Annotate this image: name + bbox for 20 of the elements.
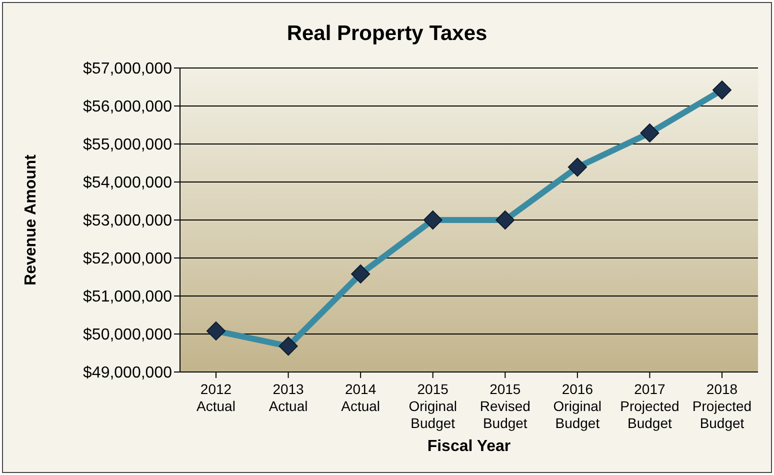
y-axis-title: Revenue Amount — [22, 154, 40, 286]
y-tick-label: $49,000,000 — [83, 364, 172, 382]
x-tick-label: 2017 Projected Budget — [620, 381, 680, 431]
chart-title: Real Property Taxes — [286, 22, 488, 46]
x-axis-title: Fiscal Year — [427, 438, 511, 455]
x-tick-label: 2015 Revised Budget — [480, 381, 530, 431]
x-tick-label: 2013 Actual — [268, 381, 308, 414]
x-tick-label: 2016 Original Budget — [553, 381, 602, 431]
y-tick-label: $55,000,000 — [83, 136, 172, 154]
x-tick-label: 2015 Original Budget — [408, 381, 457, 431]
x-tick-label: 2012 Actual — [196, 381, 236, 414]
y-tick-label: $53,000,000 — [83, 212, 172, 230]
y-tick-label: $57,000,000 — [83, 60, 172, 78]
y-tick-label: $52,000,000 — [83, 250, 172, 268]
y-tick-label: $54,000,000 — [83, 174, 172, 192]
y-tick-label: $56,000,000 — [83, 98, 172, 116]
y-tick-label: $50,000,000 — [83, 326, 172, 344]
x-tick-label: 2018 Projected Budget — [692, 381, 752, 431]
x-tick-label: 2014 Actual — [341, 381, 380, 414]
y-tick-label: $51,000,000 — [83, 288, 172, 306]
